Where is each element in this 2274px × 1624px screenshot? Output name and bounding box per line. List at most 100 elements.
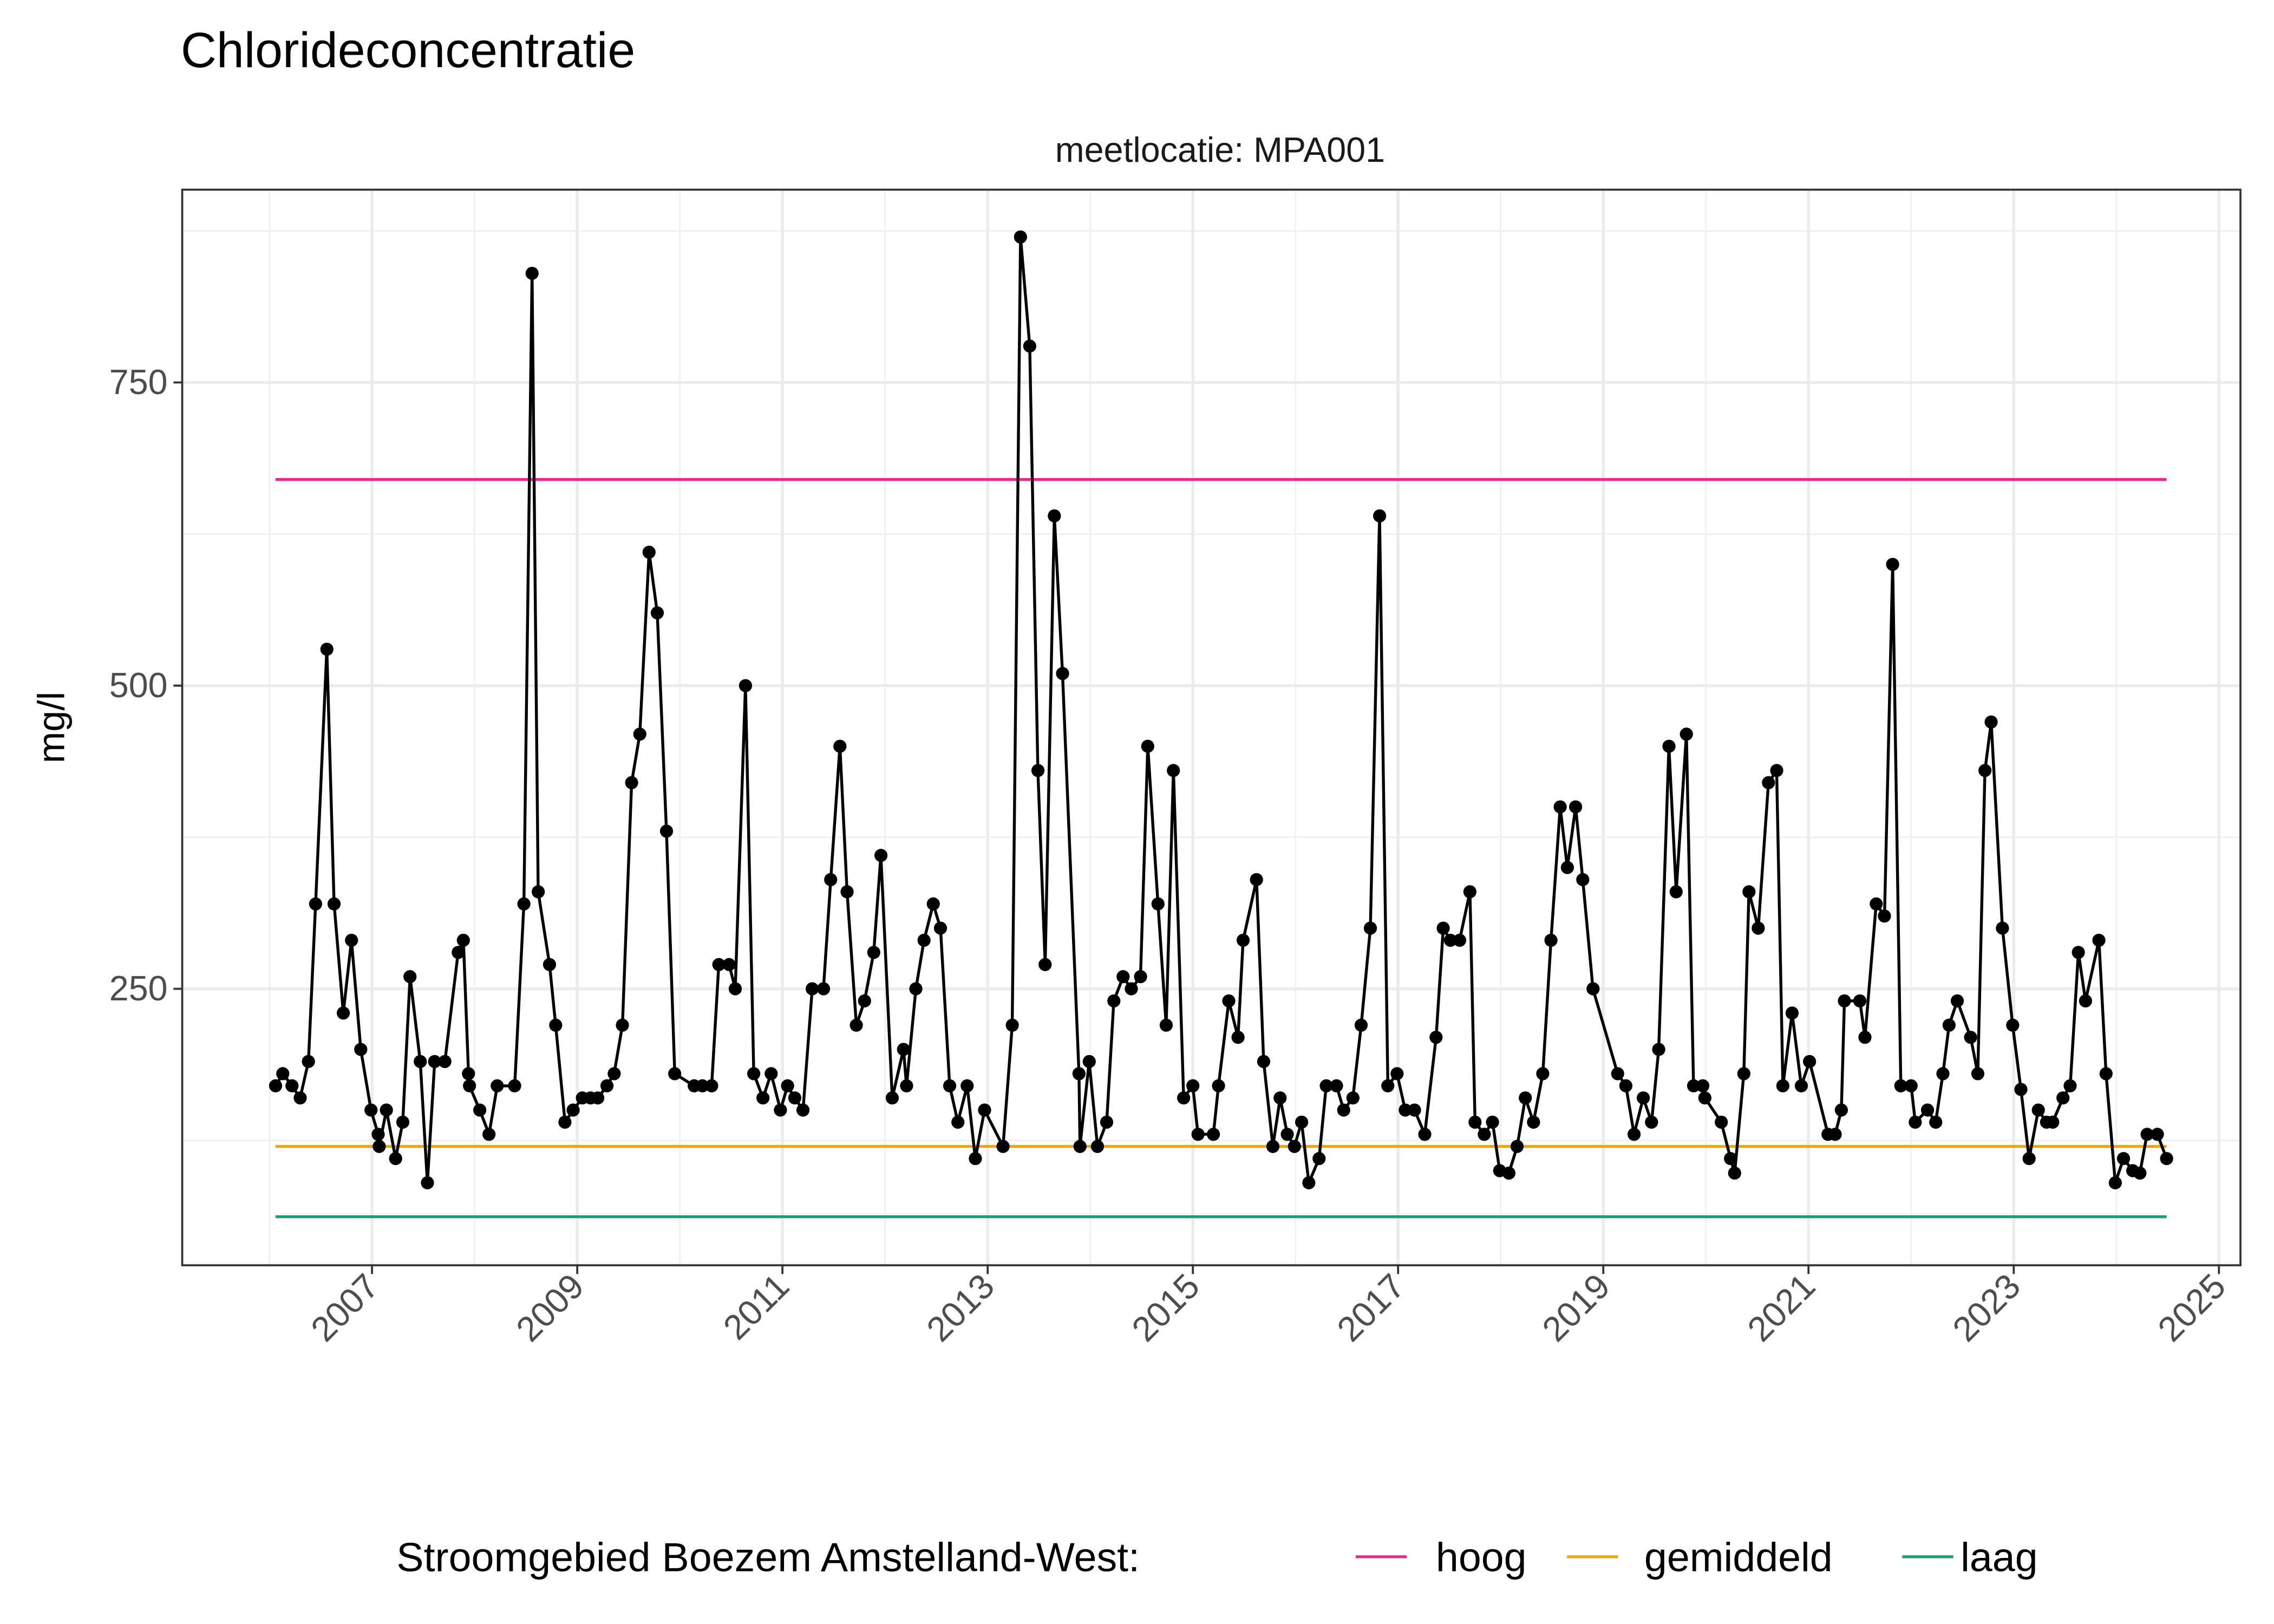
data-point: [781, 1079, 794, 1092]
data-point: [1319, 1079, 1333, 1092]
data-point: [2099, 1067, 2113, 1081]
data-point: [354, 1043, 368, 1056]
data-point: [452, 946, 465, 959]
data-point: [1468, 1115, 1482, 1129]
data-point: [1742, 885, 1756, 899]
data-point: [1250, 873, 1263, 887]
data-point: [659, 824, 674, 838]
data-point: [1167, 764, 1180, 777]
data-point: [2056, 1091, 2070, 1105]
data-point: [566, 1103, 580, 1117]
data-point: [371, 1128, 385, 1141]
data-point: [1257, 1055, 1271, 1069]
data-point: [285, 1079, 299, 1092]
data-point: [1560, 861, 1574, 874]
data-point: [1443, 933, 1457, 947]
data-point: [996, 1140, 1010, 1153]
data-point: [1752, 921, 1765, 935]
data-point: [517, 897, 531, 911]
data-point: [1838, 994, 1851, 1008]
data-point: [1870, 897, 1883, 911]
data-point: [1909, 1115, 1922, 1129]
data-point: [1586, 982, 1600, 996]
data-point: [1785, 1006, 1799, 1020]
data-point: [1984, 715, 1998, 729]
data-point: [616, 1018, 629, 1032]
data-point: [508, 1079, 521, 1092]
data-point: [933, 921, 948, 935]
facet-label: meetlocatie: MPA001: [1055, 130, 1385, 169]
data-point: [1134, 970, 1147, 984]
data-point: [1186, 1079, 1200, 1092]
data-point: [1996, 921, 2009, 935]
data-point: [1337, 1103, 1350, 1117]
data-point: [1116, 970, 1130, 984]
data-point: [1159, 1018, 1173, 1032]
data-point: [607, 1067, 621, 1081]
data-point: [747, 1067, 761, 1081]
data-point: [1090, 1140, 1105, 1153]
data-point: [1728, 1166, 1741, 1180]
legend-label-gemiddeld: gemiddeld: [1644, 1535, 1833, 1580]
legend: Stroomgebied Boezem Amstelland-West: hoo…: [396, 1535, 2037, 1580]
data-point: [1576, 873, 1590, 887]
data-point: [1038, 958, 1052, 971]
data-point: [774, 1103, 787, 1117]
data-point: [1834, 1103, 1848, 1117]
data-point: [373, 1140, 386, 1153]
data-point: [850, 1018, 863, 1032]
data-point: [600, 1079, 614, 1092]
data-point: [276, 1067, 290, 1081]
data-point: [1463, 885, 1476, 899]
data-point: [739, 679, 753, 692]
data-point: [1125, 982, 1138, 996]
data-point: [1502, 1166, 1515, 1180]
data-point: [917, 933, 931, 947]
data-point: [1212, 1079, 1225, 1092]
data-point: [1231, 1031, 1245, 1044]
data-point: [705, 1079, 718, 1092]
data-point: [978, 1103, 991, 1117]
data-point: [2108, 1176, 2122, 1190]
data-point: [2063, 1079, 2077, 1092]
data-point: [2022, 1152, 2036, 1165]
data-point: [1737, 1067, 1750, 1081]
data-point: [1762, 776, 1775, 789]
data-point: [403, 970, 417, 984]
data-point: [2046, 1115, 2060, 1129]
data-point: [1696, 1079, 1710, 1092]
data-point: [1486, 1115, 1499, 1129]
data-point: [380, 1103, 393, 1117]
y-tick-label: 250: [109, 969, 168, 1008]
data-point: [1569, 800, 1583, 814]
data-point: [625, 776, 638, 789]
data-point: [909, 982, 923, 996]
data-point: [885, 1091, 899, 1105]
data-point: [1031, 764, 1045, 777]
data-point: [1715, 1115, 1728, 1129]
data-point: [1724, 1152, 1737, 1165]
data-point: [1072, 1067, 1086, 1081]
data-point: [633, 728, 646, 741]
data-point: [1853, 994, 1867, 1008]
data-point: [900, 1079, 913, 1092]
data-point: [1669, 885, 1683, 899]
data-point: [327, 897, 341, 911]
data-point: [1971, 1067, 1985, 1081]
data-point: [2092, 933, 2106, 947]
data-point: [309, 897, 323, 911]
data-point: [1698, 1091, 1711, 1105]
data-point: [1312, 1152, 1326, 1165]
data-point: [867, 946, 880, 959]
data-point: [462, 1067, 475, 1081]
data-point: [1611, 1067, 1624, 1081]
data-point: [1273, 1091, 1287, 1105]
data-point: [1295, 1115, 1309, 1129]
data-point: [428, 1055, 441, 1069]
data-point: [1363, 921, 1377, 935]
data-point: [2031, 1103, 2045, 1117]
legend-label-laag: laag: [1961, 1535, 2038, 1580]
data-point: [421, 1176, 434, 1190]
data-point: [1964, 1031, 1977, 1044]
